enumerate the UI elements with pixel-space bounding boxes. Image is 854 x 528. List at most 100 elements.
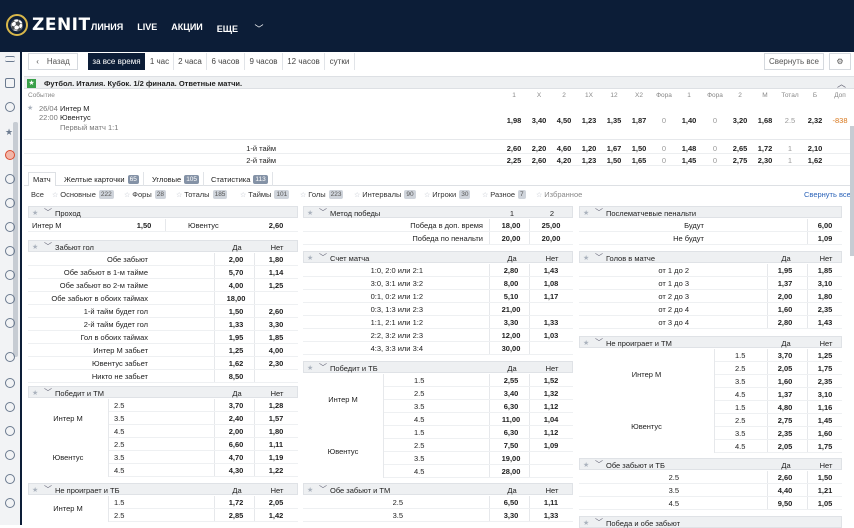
odd-cell[interactable]: 2,35 — [817, 377, 833, 386]
half2-over[interactable]: 1,62 — [807, 156, 823, 165]
nav-eshche[interactable]: ЕЩЕ ﹀ — [217, 22, 278, 35]
half2-odd-x[interactable]: 2,60 — [531, 156, 547, 165]
odd-cell[interactable]: 1,22 — [268, 466, 284, 475]
league-header[interactable]: ★ Футбол. Италия. Кубок. 1/2 финала. Отв… — [24, 76, 854, 89]
star-icon[interactable]: ★ — [583, 210, 590, 217]
odd-cell[interactable]: 1,50 — [136, 221, 152, 230]
timeframe-day[interactable]: сутки — [325, 53, 355, 70]
half1-odd-x2[interactable]: 1,50 — [631, 144, 647, 153]
odd-cell[interactable]: 2,40 — [228, 414, 244, 423]
market-header[interactable]: ★ ﹀ Проход — [28, 206, 298, 218]
timeframe-1h[interactable]: 1 час — [146, 53, 174, 70]
odd-cell[interactable]: 1,57 — [268, 414, 284, 423]
star-icon[interactable]: ★ — [32, 210, 39, 217]
odd-cell[interactable]: 6,30 — [503, 428, 519, 437]
odd-cell[interactable]: 1,75 — [817, 442, 833, 451]
market-header[interactable]: ★ ﹀ Голов в матче Да Нет — [579, 251, 842, 263]
timeframe-9h[interactable]: 9 часов — [245, 53, 283, 70]
odd-x[interactable]: 3,40 — [531, 116, 547, 125]
odd-cell[interactable]: 1,80 — [817, 292, 833, 301]
timeframe-6h[interactable]: 6 часов — [207, 53, 245, 70]
zenit-logo[interactable]: ⚽ ZENIT — [6, 14, 91, 36]
sidebar-scrollbar[interactable] — [13, 122, 18, 357]
half1-over[interactable]: 2,10 — [807, 144, 823, 153]
volleyball-icon[interactable] — [5, 270, 15, 280]
market-header[interactable]: ★ ﹀ Счет матча Да Нет — [303, 251, 573, 263]
odd-cell[interactable]: 1,52 — [543, 376, 559, 385]
futsal-icon[interactable] — [5, 378, 15, 388]
menu-icon[interactable] — [5, 56, 15, 62]
odd-cell[interactable]: 5,10 — [503, 292, 519, 301]
odd-cell[interactable]: 4,30 — [228, 466, 244, 475]
odd-cell[interactable]: 28,00 — [501, 467, 521, 476]
star-icon[interactable]: ★ — [32, 244, 39, 251]
odd-1x[interactable]: 1,23 — [581, 116, 597, 125]
odd-cell[interactable]: 2,85 — [228, 511, 244, 520]
filters-collapse-all-link[interactable]: Свернуть все — [804, 190, 851, 199]
odd-cell[interactable]: 2,00 — [777, 292, 793, 301]
odd-cell[interactable]: 30,00 — [501, 344, 521, 353]
odd-cell[interactable]: 3,70 — [228, 401, 244, 410]
tab-corners[interactable]: Угловые 105 — [148, 172, 205, 186]
odd-cell[interactable]: 1,33 — [228, 320, 244, 329]
odd-x2[interactable]: 1,87 — [631, 116, 647, 125]
odd-12[interactable]: 1,35 — [606, 116, 622, 125]
odd-cell[interactable]: 8,50 — [228, 372, 244, 381]
odd-cell[interactable]: 2,55 — [503, 376, 519, 385]
odd-cell[interactable]: 1,45 — [817, 416, 833, 425]
odd-cell[interactable]: 1,19 — [268, 453, 284, 462]
mma-icon[interactable] — [5, 402, 15, 412]
handball-icon[interactable] — [5, 294, 15, 304]
odd-cell[interactable]: 12,00 — [501, 331, 521, 340]
odd-cell[interactable]: 1,33 — [543, 318, 559, 327]
half1-odd-x[interactable]: 2,20 — [531, 144, 547, 153]
odd-cell[interactable]: 1,21 — [817, 486, 833, 495]
tab-yellow-cards[interactable]: Желтые карточки 65 — [60, 172, 144, 186]
nav-akcii[interactable]: АКЦИИ — [171, 22, 203, 32]
odd-cell[interactable]: 11,00 — [501, 415, 521, 424]
odd-cell[interactable]: 21,00 — [501, 305, 521, 314]
esports-icon[interactable] — [5, 318, 15, 328]
market-header[interactable]: ★ ﹀ Не проиграет и ТМ Да Нет — [579, 336, 842, 348]
odd-cell[interactable]: 1,32 — [543, 389, 559, 398]
odd-cell[interactable]: 8,00 — [503, 279, 519, 288]
odd-cell[interactable]: 1,43 — [817, 318, 833, 327]
odd-cell[interactable]: 2,00 — [228, 427, 244, 436]
star-icon[interactable]: ★ — [583, 462, 590, 469]
timeframe-12h[interactable]: 12 часов — [283, 53, 325, 70]
odd-cell[interactable]: 2,30 — [268, 359, 284, 368]
odd-cell[interactable]: 1,04 — [543, 415, 559, 424]
odd-cell[interactable]: 1,12 — [543, 402, 559, 411]
half1-odd-1[interactable]: 2,60 — [506, 144, 522, 153]
star-icon[interactable]: ★ — [583, 255, 590, 262]
search-icon[interactable] — [5, 102, 15, 112]
odd-cell[interactable]: 1,85 — [268, 333, 284, 342]
timeframe-2h[interactable]: 2 часа — [174, 53, 207, 70]
market-header[interactable]: ★ ﹀ Обе забьют и ТБ Да Нет — [579, 458, 842, 470]
favorite-star-icon[interactable]: ★ — [27, 79, 36, 88]
odd-cell[interactable]: 1,05 — [817, 499, 833, 508]
star-icon[interactable]: ★ — [5, 127, 14, 137]
filter-handicaps[interactable]: ☆ Форы 28 — [124, 190, 166, 199]
star-icon[interactable]: ★ — [583, 340, 590, 347]
odd-cell[interactable]: 1,25 — [228, 346, 244, 355]
odd-cell[interactable]: 2,80 — [777, 318, 793, 327]
odd-cell[interactable]: 4,00 — [268, 346, 284, 355]
odd-cell[interactable]: 1,16 — [817, 403, 833, 412]
odd-cell[interactable]: 1,60 — [817, 429, 833, 438]
odd-cell[interactable]: 2,60 — [268, 307, 284, 316]
odd-cell[interactable]: 2,60 — [777, 473, 793, 482]
filter-intervals[interactable]: ☆ Интервалы 90 — [354, 190, 416, 199]
odd-cell[interactable]: 7,50 — [503, 441, 519, 450]
table-tennis-icon[interactable] — [5, 498, 15, 508]
odd-cell[interactable]: 3,10 — [817, 279, 833, 288]
odd-1[interactable]: 1,98 — [506, 116, 522, 125]
odd-cell[interactable]: 3,30 — [503, 318, 519, 327]
market-header[interactable]: ★ ﹀ Обе забьют и ТМ Да Нет — [303, 483, 573, 495]
odd-cell[interactable]: 6,60 — [228, 440, 244, 449]
filter-totals[interactable]: ☆ Тоталы 185 — [176, 190, 228, 199]
odd-cell[interactable]: 1,42 — [268, 511, 284, 520]
odd-cell[interactable]: 3,10 — [817, 390, 833, 399]
half1-odd-1x[interactable]: 1,20 — [581, 144, 597, 153]
odd-cell[interactable]: 20,00 — [541, 234, 561, 243]
